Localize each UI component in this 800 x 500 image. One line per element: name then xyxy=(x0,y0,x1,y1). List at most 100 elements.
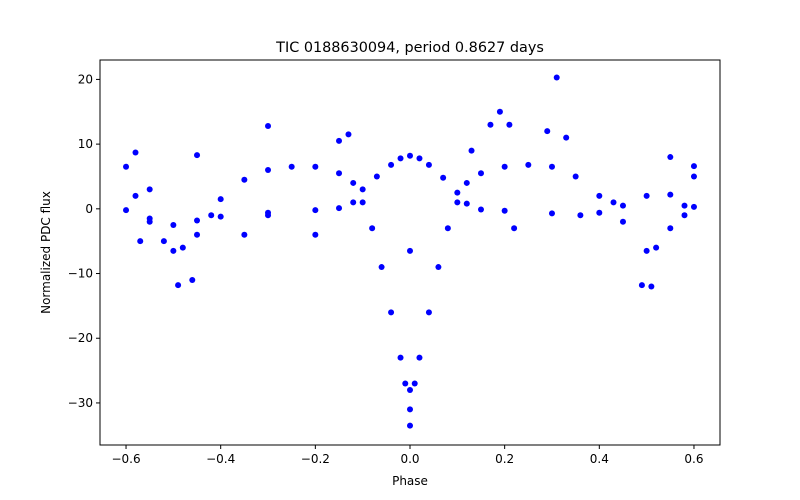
data-point xyxy=(468,147,475,154)
data-point xyxy=(359,199,366,206)
x-tick-label: −0.2 xyxy=(301,452,330,466)
data-point xyxy=(179,244,186,251)
data-point xyxy=(350,199,357,206)
data-point xyxy=(487,121,494,128)
data-point xyxy=(653,244,660,251)
data-point xyxy=(667,225,674,232)
data-point xyxy=(667,191,674,198)
data-point xyxy=(463,179,470,186)
data-point xyxy=(454,199,461,206)
x-tick-label: −0.4 xyxy=(206,452,235,466)
data-point xyxy=(638,282,645,289)
y-tick-label: 0 xyxy=(85,202,93,216)
x-tick-label: 0.6 xyxy=(684,452,703,466)
data-point xyxy=(548,210,555,217)
data-point xyxy=(525,161,532,168)
data-point xyxy=(444,225,451,232)
y-axis-label: Normalized PDC flux xyxy=(39,191,53,314)
data-point xyxy=(477,170,484,177)
data-point xyxy=(501,207,508,214)
data-point xyxy=(217,213,224,220)
data-point xyxy=(194,231,201,238)
data-point xyxy=(425,161,432,168)
data-point xyxy=(690,203,697,210)
data-point xyxy=(288,163,295,170)
data-point xyxy=(175,282,182,289)
data-point xyxy=(359,186,366,193)
data-point xyxy=(194,217,201,224)
data-point xyxy=(544,128,551,135)
data-point xyxy=(407,406,413,413)
data-point xyxy=(312,207,319,214)
data-point xyxy=(690,173,697,180)
data-point xyxy=(388,309,395,316)
x-tick-label: 0.2 xyxy=(495,452,514,466)
data-point xyxy=(123,163,130,170)
data-point xyxy=(690,163,697,170)
plot-area xyxy=(123,74,697,429)
data-point xyxy=(577,212,584,219)
data-point xyxy=(435,264,442,271)
data-point xyxy=(369,225,376,232)
data-point xyxy=(667,154,674,161)
data-point xyxy=(170,222,177,228)
y-tick-label: −10 xyxy=(68,267,93,281)
data-point xyxy=(241,231,248,238)
data-point xyxy=(378,264,385,271)
data-point xyxy=(170,247,177,254)
data-point xyxy=(563,134,570,141)
data-point xyxy=(123,207,130,214)
data-point xyxy=(208,212,215,219)
data-point xyxy=(548,163,555,170)
data-point xyxy=(336,205,343,212)
x-axis-label: Phase xyxy=(392,474,428,488)
data-point xyxy=(137,238,144,245)
data-point xyxy=(477,206,484,213)
data-point xyxy=(496,108,503,115)
data-point xyxy=(160,238,167,245)
data-point xyxy=(407,247,413,254)
data-point xyxy=(146,218,153,225)
data-point xyxy=(553,74,560,81)
y-tick-label: 10 xyxy=(78,137,93,151)
y-tick-label: −30 xyxy=(68,396,93,410)
x-tick-label: 0.4 xyxy=(590,452,609,466)
y-tick-label: −20 xyxy=(68,331,93,345)
data-point xyxy=(596,209,603,216)
data-point xyxy=(217,196,224,203)
data-point xyxy=(407,422,413,429)
data-point xyxy=(648,283,655,290)
x-tick-label: 0.0 xyxy=(400,452,419,466)
data-point xyxy=(596,192,603,199)
data-point xyxy=(643,247,650,254)
data-point xyxy=(350,179,357,186)
data-point xyxy=(388,161,395,168)
chart-title: TIC 0188630094, period 0.8627 days xyxy=(275,40,544,56)
data-point xyxy=(506,121,513,128)
y-tick-label: 20 xyxy=(78,72,93,86)
data-point xyxy=(643,192,650,199)
data-point xyxy=(619,202,626,209)
data-point xyxy=(265,123,272,129)
data-point xyxy=(146,186,153,193)
data-point xyxy=(132,192,139,199)
data-point xyxy=(241,176,248,183)
y-axis: −30 −20 −10 0 10 20 xyxy=(68,72,100,410)
data-point xyxy=(463,200,470,207)
data-point xyxy=(681,212,688,219)
data-point xyxy=(610,199,617,206)
data-point xyxy=(440,174,447,181)
data-point xyxy=(411,380,418,387)
data-point xyxy=(454,189,461,196)
data-point xyxy=(416,354,423,361)
data-point xyxy=(312,163,319,170)
data-point xyxy=(336,137,343,144)
data-point xyxy=(397,155,404,162)
data-point xyxy=(681,202,688,209)
data-point xyxy=(572,173,579,180)
data-point xyxy=(312,231,319,238)
data-point xyxy=(265,212,272,219)
data-point xyxy=(402,380,409,387)
data-point xyxy=(425,309,432,316)
data-point xyxy=(619,218,626,225)
